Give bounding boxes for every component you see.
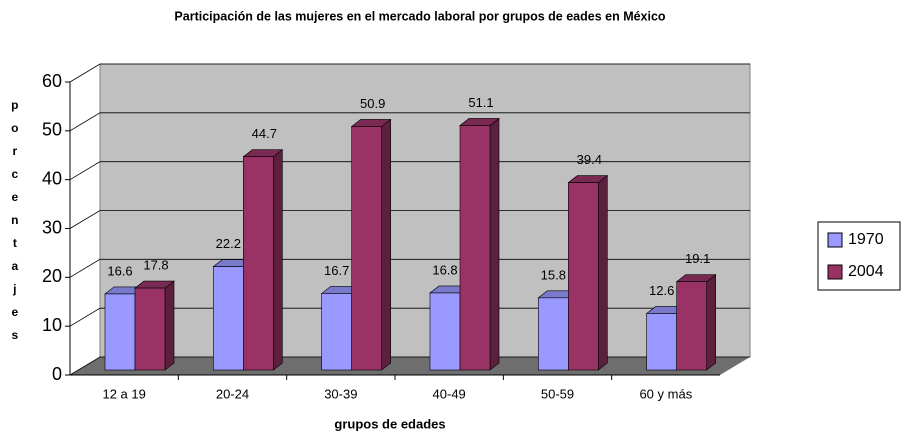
bar: [646, 313, 677, 371]
value-label: 51.1: [468, 95, 493, 110]
legend-swatch: [827, 232, 843, 248]
value-label: 44.7: [252, 126, 277, 141]
bar-side: [273, 149, 283, 371]
bar: [459, 125, 491, 371]
value-label: 16.7: [324, 263, 349, 278]
x-tick-label: 30-39: [324, 386, 357, 401]
value-label: 16.8: [432, 262, 457, 277]
bar: [351, 126, 382, 371]
grid-line: [69, 112, 750, 132]
legend-swatch: [827, 264, 843, 280]
bar-side: [489, 117, 500, 371]
bar-side: [598, 174, 608, 371]
value-label: 12.6: [649, 283, 674, 298]
value-label: 17.8: [143, 258, 168, 273]
y-tick-label: 10: [42, 315, 62, 335]
bar: [134, 287, 166, 371]
y-tick-label: 20: [42, 266, 62, 286]
legend-label: 2004: [848, 263, 884, 280]
y-tick-label: 60: [42, 71, 62, 91]
y-axis-label: porcentajes: [8, 98, 22, 351]
bar-side: [381, 118, 391, 371]
y-tick-label: 0: [52, 364, 62, 384]
value-label: 50.9: [360, 96, 385, 111]
bar: [676, 281, 707, 371]
grid-line: [69, 63, 750, 83]
chart-title: Participación de las mujeres en el merca…: [174, 9, 666, 23]
x-tick-label: 12 a 19: [102, 386, 145, 401]
bar: [321, 293, 352, 371]
bar: [104, 293, 136, 371]
y-tick-label: 30: [42, 217, 62, 237]
y-tick-label: 40: [42, 168, 62, 188]
x-tick-label: 60 y más: [639, 386, 692, 401]
bar-side: [164, 280, 175, 371]
value-label: 39.4: [577, 152, 602, 167]
grid-line: [69, 210, 750, 229]
x-tick-label: 40-49: [433, 386, 466, 401]
grid-line: [69, 161, 750, 181]
value-label: 19.1: [685, 251, 710, 266]
bar: [213, 266, 244, 371]
y-tick-label: 50: [42, 120, 62, 140]
value-label: 16.6: [107, 263, 132, 278]
grid-line: [69, 258, 750, 278]
bar-side: [706, 274, 716, 371]
x-axis-label: grupos de edades: [334, 416, 445, 431]
bar: [538, 297, 569, 371]
value-label: 22.2: [216, 236, 241, 251]
value-label: 15.8: [541, 267, 566, 282]
bar: [568, 182, 599, 371]
grid-line: [69, 307, 750, 327]
grid-line: [69, 356, 750, 376]
legend-label: 1970: [848, 231, 884, 248]
bar: [243, 156, 274, 371]
x-tick-label: 50-59: [541, 386, 574, 401]
bar: [429, 292, 461, 371]
x-tick-label: 20-24: [216, 386, 249, 401]
